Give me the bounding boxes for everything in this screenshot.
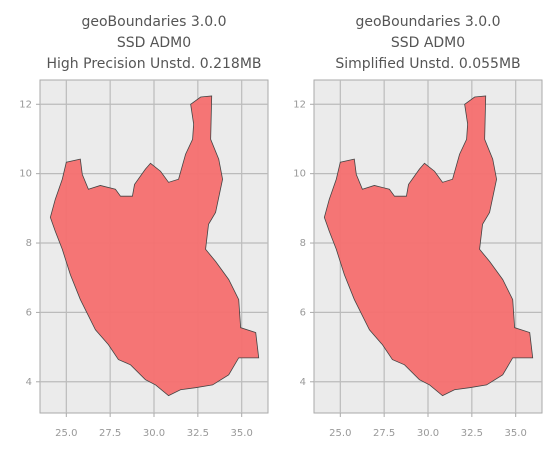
country-shape (49, 95, 260, 397)
chart-title: High Precision Unstd. 0.218MB (47, 56, 262, 72)
y-tick-label: 4 (300, 377, 306, 388)
country-shape (323, 95, 534, 397)
x-tick-label: 25.0 (329, 428, 351, 439)
x-tick-label: 25.0 (55, 428, 77, 439)
y-tick-label: 4 (26, 377, 32, 388)
chart-title: geoBoundaries 3.0.0 (81, 14, 226, 30)
x-tick-label: 30.0 (143, 428, 165, 439)
chart-title: SSD ADM0 (117, 35, 191, 51)
x-tick-label: 35.0 (231, 428, 253, 439)
y-tick-label: 6 (300, 307, 306, 318)
y-tick-label: 8 (26, 238, 32, 249)
x-tick-label: 30.0 (417, 428, 439, 439)
x-tick-label: 27.5 (373, 428, 395, 439)
y-tick-label: 6 (26, 307, 32, 318)
x-tick-label: 35.0 (505, 428, 527, 439)
chart-title: Simplified Unstd. 0.055MB (335, 56, 520, 72)
x-tick-label: 32.5 (187, 428, 209, 439)
chart-title: geoBoundaries 3.0.0 (355, 14, 500, 30)
x-tick-label: 32.5 (461, 428, 483, 439)
y-tick-label: 12 (19, 99, 32, 110)
y-tick-label: 10 (293, 169, 306, 180)
chart-title: SSD ADM0 (391, 35, 465, 51)
x-tick-label: 27.5 (99, 428, 121, 439)
y-tick-label: 12 (293, 99, 306, 110)
y-tick-label: 8 (300, 238, 306, 249)
y-tick-label: 10 (19, 169, 32, 180)
